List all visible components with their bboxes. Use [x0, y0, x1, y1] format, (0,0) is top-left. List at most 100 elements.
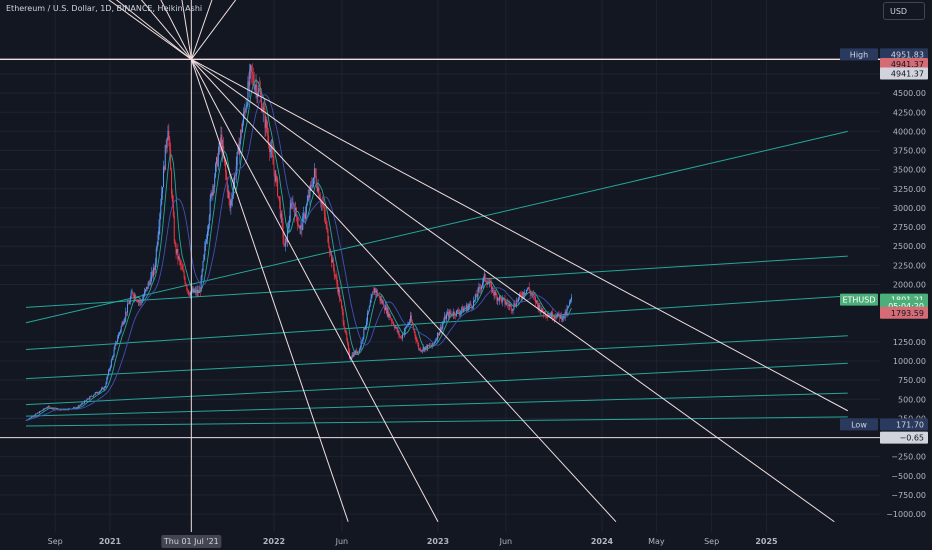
candle-body: [480, 288, 482, 290]
candle-body: [395, 327, 397, 328]
candle-body: [107, 375, 109, 379]
price-tick-label: −500.00: [891, 472, 926, 481]
candle-body: [536, 300, 538, 304]
candle-body: [434, 341, 436, 343]
candle-body: [389, 313, 391, 318]
fan-line[interactable]: [190, 59, 439, 522]
horizontal-lines[interactable]: [0, 0, 880, 532]
trend-lines[interactable]: [25, 130, 848, 427]
fan-line[interactable]: [172, 0, 192, 60]
candle-body: [170, 149, 172, 171]
candle-body: [350, 357, 352, 359]
time-axis[interactable]: Sep 2021 2022 Jun 2023 Jun 2024 May Sep 2025 Thu 0…: [0, 532, 932, 550]
candle-body: [495, 291, 497, 295]
candle-body: [525, 293, 527, 294]
candle-body: [204, 246, 206, 255]
fan-line[interactable]: [190, 59, 349, 522]
time-axis-panel: [0, 532, 932, 550]
candle-body: [457, 310, 459, 313]
trend-line[interactable]: [25, 416, 848, 427]
candle-body: [144, 289, 146, 292]
candle-body: [166, 139, 168, 148]
candle-body: [552, 318, 554, 319]
candle-body: [117, 338, 119, 342]
fan-line[interactable]: [191, 58, 835, 523]
trend-line[interactable]: [25, 255, 848, 308]
candle-body: [375, 290, 377, 293]
candle-body: [155, 248, 157, 263]
currency-button[interactable]: USD: [883, 2, 925, 20]
candle-body: [162, 187, 164, 194]
fan-lines[interactable]: [26, 0, 849, 523]
time-tick-label: Sep: [48, 537, 63, 546]
candle-body: [177, 248, 179, 259]
candle-body: [352, 354, 354, 357]
candle-body: [570, 297, 572, 301]
candle-body: [477, 288, 479, 297]
candle-body: [52, 407, 54, 410]
candle-body: [410, 315, 412, 322]
candle-body: [470, 303, 472, 306]
candle-body: [248, 81, 250, 86]
candle-body: [526, 288, 528, 290]
candle-body: [527, 287, 529, 289]
price-axis[interactable]: 4750.004500.004250.004000.003750.003500.…: [880, 0, 932, 550]
candle-body: [40, 410, 42, 412]
candle-body: [277, 178, 279, 197]
price-tick-label: 4500.00: [893, 89, 926, 98]
candle-body: [189, 294, 191, 296]
trend-line[interactable]: [25, 362, 848, 406]
candle-body: [366, 312, 368, 322]
time-tick-label: Sep: [704, 537, 719, 546]
candle-body: [404, 327, 406, 332]
candle-body: [340, 300, 342, 307]
candle-body: [179, 256, 181, 261]
fan-line[interactable]: [191, 58, 849, 412]
candle-body: [492, 287, 494, 293]
candle-body: [390, 317, 392, 320]
time-tick-label: May: [648, 537, 665, 546]
candle-body: [371, 294, 373, 298]
candle-body: [274, 170, 276, 182]
candle-body: [362, 337, 364, 341]
candle-body: [221, 134, 223, 153]
candle-body: [262, 107, 264, 112]
candle-body: [330, 251, 332, 253]
candle-body: [406, 326, 408, 327]
candle-body: [535, 297, 537, 303]
candle-body: [504, 298, 506, 304]
candle-body: [435, 339, 437, 342]
fan-line[interactable]: [26, 0, 192, 60]
fan-line[interactable]: [41, 0, 192, 60]
candle-body: [245, 105, 247, 112]
candle-body: [493, 292, 495, 296]
symbol-title[interactable]: Ethereum / U.S. Dollar, 1D, BINANCE, Hei…: [6, 4, 203, 13]
trend-line[interactable]: [25, 392, 848, 417]
fan-line[interactable]: [190, 0, 232, 60]
trend-line[interactable]: [25, 295, 848, 351]
fan-line[interactable]: [91, 0, 192, 60]
candle-body: [226, 179, 228, 193]
candle-body: [161, 193, 163, 205]
fan-line[interactable]: [190, 0, 280, 60]
candle-body: [415, 336, 417, 341]
price-axis-panel: [880, 0, 932, 550]
candle-body: [258, 88, 260, 95]
candle-body: [316, 185, 318, 192]
fan-line[interactable]: [190, 59, 617, 523]
candle-body: [46, 407, 48, 409]
candle-body: [49, 406, 51, 409]
fan-line[interactable]: [130, 0, 192, 60]
candle-body: [131, 292, 133, 293]
candle-body: [231, 198, 233, 201]
candle-body: [85, 400, 87, 401]
trend-line[interactable]: [25, 130, 848, 324]
candle-body: [120, 326, 122, 331]
candle-body: [156, 244, 158, 249]
trend-line[interactable]: [25, 335, 848, 380]
price-tick-label: 3250.00: [893, 185, 926, 194]
candle-body: [124, 318, 126, 322]
candle-body: [421, 349, 423, 351]
candle-body: [460, 311, 462, 313]
